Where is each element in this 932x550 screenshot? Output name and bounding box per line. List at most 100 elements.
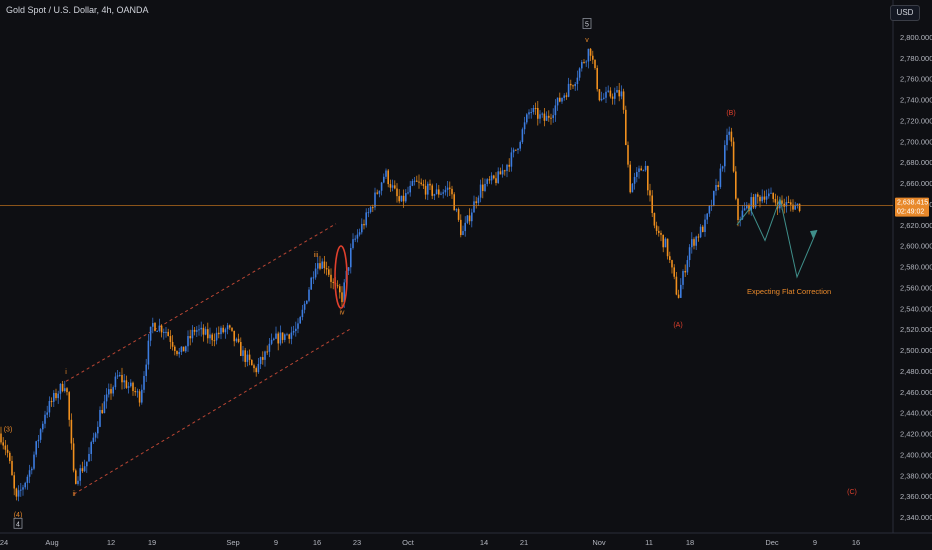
candle-body bbox=[332, 281, 334, 283]
candle-body bbox=[6, 449, 9, 453]
candle-body bbox=[605, 91, 607, 98]
channel-upper-line bbox=[65, 223, 337, 382]
candle-body bbox=[499, 171, 502, 175]
candle-body bbox=[717, 185, 719, 187]
candle-body bbox=[699, 226, 702, 238]
candle-body bbox=[361, 223, 363, 233]
candle-body bbox=[567, 83, 570, 97]
candle-body bbox=[259, 357, 262, 364]
candle-body bbox=[587, 48, 590, 62]
candle-body bbox=[402, 195, 405, 202]
candle-body bbox=[422, 184, 425, 186]
candle-body bbox=[702, 226, 704, 233]
candle-body bbox=[677, 294, 680, 298]
candle-body bbox=[655, 225, 658, 231]
candle-body bbox=[405, 193, 407, 202]
currency-button[interactable]: USD bbox=[890, 5, 920, 21]
candle-body bbox=[636, 172, 638, 177]
candle-body bbox=[479, 184, 482, 198]
candle-body bbox=[347, 267, 350, 271]
candle-body bbox=[297, 323, 299, 329]
candle-body bbox=[59, 383, 62, 394]
candle-body bbox=[145, 364, 147, 376]
candle-body bbox=[77, 480, 79, 484]
candle-body bbox=[583, 62, 585, 64]
candle-body bbox=[301, 309, 304, 318]
candle-body bbox=[475, 201, 477, 204]
candle-body bbox=[356, 234, 359, 239]
candle-body bbox=[110, 389, 112, 394]
candle-body bbox=[99, 409, 101, 427]
candle-body bbox=[50, 401, 53, 403]
candle-body bbox=[108, 389, 110, 395]
candle-body bbox=[620, 91, 623, 97]
candle-body bbox=[418, 181, 420, 183]
candle-body bbox=[488, 179, 491, 181]
candle-body bbox=[726, 134, 728, 146]
candle-body bbox=[13, 475, 15, 489]
projection-arrowhead bbox=[810, 230, 817, 239]
candle-body bbox=[614, 92, 616, 99]
wave-label: v bbox=[585, 37, 589, 44]
candle-body bbox=[303, 303, 306, 310]
candle-body bbox=[748, 204, 750, 212]
y-tick-label: 2,480.000 bbox=[900, 367, 932, 376]
candle-body bbox=[244, 350, 246, 362]
candle-body bbox=[101, 409, 103, 414]
candle-body bbox=[37, 439, 40, 442]
candle-body bbox=[233, 330, 235, 342]
candle-body bbox=[603, 97, 605, 99]
candle-body bbox=[132, 382, 134, 392]
candle-body bbox=[279, 332, 282, 344]
candle-body bbox=[178, 352, 180, 355]
candle-body bbox=[618, 89, 620, 97]
y-tick-label: 2,540.000 bbox=[900, 304, 932, 313]
candle-body bbox=[134, 391, 136, 393]
candle-body bbox=[457, 209, 460, 220]
candle-body bbox=[64, 388, 66, 392]
wave-label: (4) bbox=[14, 512, 23, 519]
candle-body bbox=[708, 206, 711, 214]
x-tick-label: 16 bbox=[313, 538, 321, 547]
candle-body bbox=[772, 192, 774, 199]
candle-body bbox=[545, 115, 548, 121]
candle-body bbox=[647, 165, 649, 191]
candle-body bbox=[4, 445, 7, 450]
candle-body bbox=[268, 343, 271, 352]
candle-body bbox=[222, 327, 224, 333]
candle-body bbox=[81, 468, 84, 472]
candle-body bbox=[174, 346, 176, 351]
candle-body bbox=[532, 107, 535, 113]
candle-body bbox=[765, 196, 768, 200]
candle-body bbox=[682, 271, 684, 285]
candle-body bbox=[600, 98, 603, 101]
candle-body bbox=[46, 412, 48, 415]
price-tag-countdown: 02:49:02 bbox=[897, 209, 924, 216]
candle-body bbox=[374, 192, 376, 208]
annotation-flat-correction: Expecting Flat Correction bbox=[747, 287, 831, 296]
candle-body bbox=[664, 238, 667, 248]
candle-body bbox=[693, 239, 695, 246]
candle-body bbox=[319, 263, 321, 269]
candle-body bbox=[246, 354, 249, 362]
candle-body bbox=[768, 193, 770, 197]
candle-body bbox=[400, 195, 403, 202]
x-tick-label: Nov bbox=[592, 538, 606, 547]
candle-body bbox=[409, 185, 411, 193]
candle-body bbox=[207, 329, 209, 339]
candle-body bbox=[420, 182, 422, 185]
candle-body bbox=[796, 203, 799, 206]
candle-body bbox=[330, 274, 332, 282]
y-tick-label: 2,760.000 bbox=[900, 75, 932, 84]
candle-body bbox=[688, 247, 691, 261]
candle-body bbox=[92, 437, 95, 443]
candle-body bbox=[28, 470, 31, 477]
candle-body bbox=[671, 260, 673, 268]
candle-body bbox=[609, 90, 612, 97]
wave-label: (3) bbox=[4, 426, 13, 433]
x-tick-label: 9 bbox=[813, 538, 817, 547]
candle-body bbox=[68, 392, 70, 420]
y-tick-label: 2,440.000 bbox=[900, 409, 932, 418]
